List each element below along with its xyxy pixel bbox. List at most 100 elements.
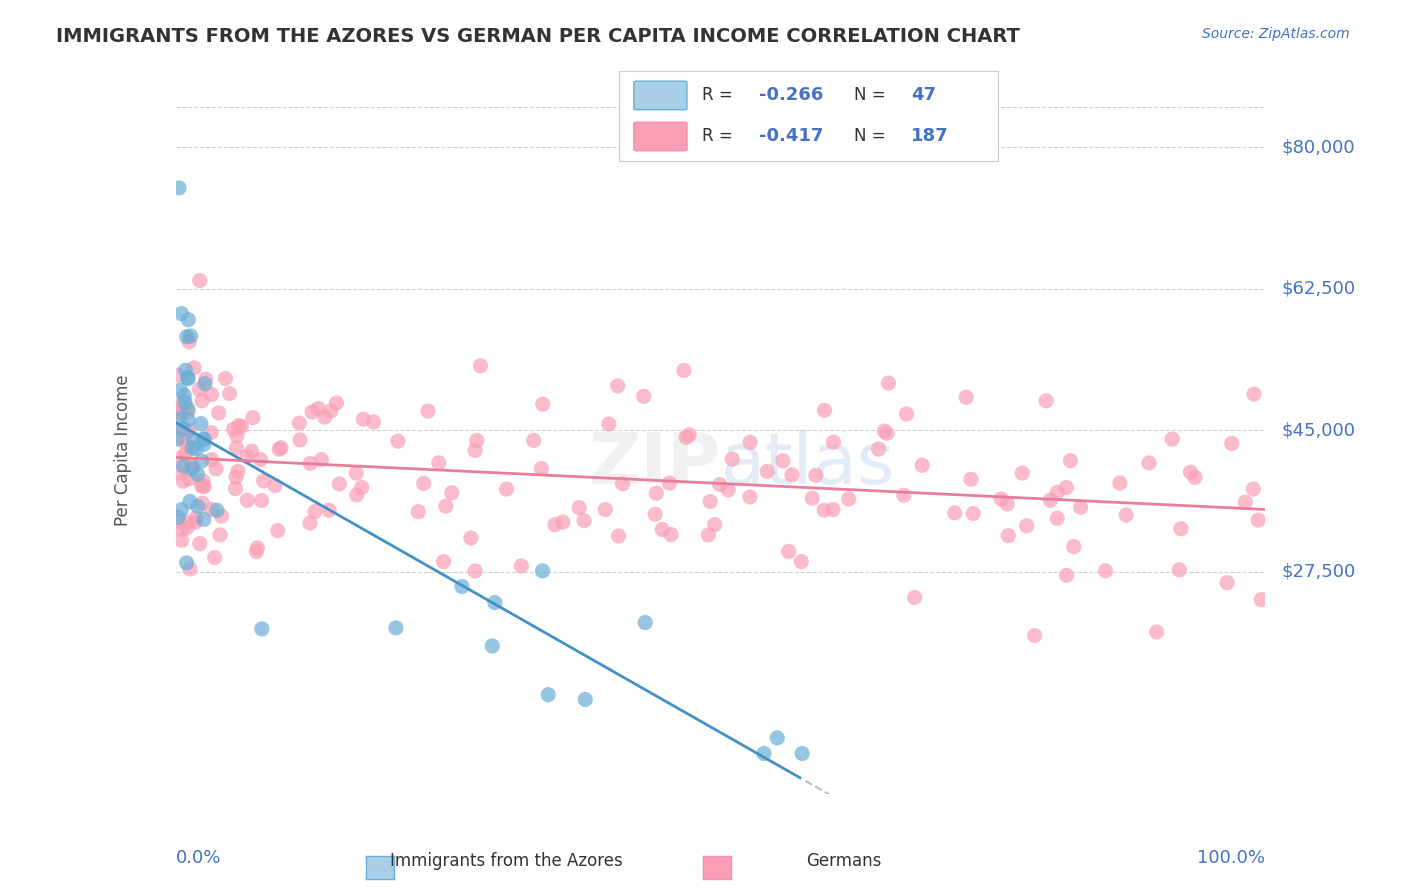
Point — [510, 558, 533, 573]
Point — [1170, 522, 1192, 536]
Point — [1094, 564, 1116, 578]
Point — [177, 424, 200, 438]
Point — [231, 419, 253, 434]
Point — [190, 454, 212, 468]
Point — [523, 434, 546, 448]
Point — [172, 475, 194, 489]
Text: $45,000: $45,000 — [1282, 421, 1355, 439]
Point — [440, 485, 463, 500]
Point — [288, 433, 311, 447]
Point — [756, 464, 779, 478]
Point — [873, 424, 896, 438]
Point — [222, 422, 245, 436]
Point — [250, 622, 273, 636]
Point — [179, 472, 201, 486]
Point — [181, 462, 204, 476]
Point — [236, 449, 259, 463]
Point — [208, 528, 231, 542]
Point — [1059, 453, 1081, 467]
Point — [544, 517, 567, 532]
Point — [169, 406, 191, 420]
Text: N =: N = — [853, 128, 891, 145]
Point — [179, 334, 201, 349]
Text: -0.266: -0.266 — [759, 87, 824, 104]
Point — [187, 500, 209, 514]
Point — [823, 435, 845, 450]
Point — [267, 524, 290, 538]
Point — [270, 441, 292, 455]
Point — [201, 452, 224, 467]
Point — [1137, 456, 1160, 470]
Point — [495, 482, 517, 496]
Point — [1108, 476, 1130, 491]
Point — [1056, 568, 1078, 582]
Point — [166, 510, 188, 524]
Point — [183, 360, 205, 375]
Point — [188, 383, 211, 397]
Text: Immigrants from the Azores: Immigrants from the Azores — [389, 852, 623, 870]
Point — [314, 410, 336, 425]
Point — [166, 432, 188, 446]
Text: Source: ZipAtlas.com: Source: ZipAtlas.com — [1202, 27, 1350, 41]
Point — [659, 527, 682, 541]
Point — [801, 491, 824, 506]
Point — [236, 493, 259, 508]
Point — [1184, 470, 1206, 484]
Point — [191, 393, 214, 408]
Text: 0.0%: 0.0% — [176, 849, 221, 867]
Point — [299, 457, 322, 471]
Point — [465, 434, 488, 448]
Point — [249, 452, 271, 467]
Point — [177, 370, 200, 384]
Point — [464, 564, 486, 578]
Point — [218, 386, 240, 401]
Text: IMMIGRANTS FROM THE AZORES VS GERMAN PER CAPITA INCOME CORRELATION CHART: IMMIGRANTS FROM THE AZORES VS GERMAN PER… — [56, 27, 1021, 45]
Point — [876, 426, 898, 441]
Point — [304, 504, 326, 518]
Point — [204, 550, 226, 565]
Point — [537, 688, 560, 702]
Point — [176, 556, 198, 570]
Point — [738, 490, 761, 504]
Point — [224, 482, 246, 496]
Point — [990, 491, 1012, 506]
Point — [703, 517, 725, 532]
Point — [568, 500, 591, 515]
Point — [434, 499, 457, 513]
Point — [740, 435, 762, 450]
Point — [697, 528, 720, 542]
Point — [699, 494, 721, 508]
Point — [427, 456, 450, 470]
Text: Germans: Germans — [806, 852, 882, 870]
Point — [464, 443, 486, 458]
Point — [813, 503, 835, 517]
Point — [226, 464, 249, 478]
Point — [228, 418, 250, 433]
Point — [634, 615, 657, 630]
Point — [172, 459, 194, 474]
Point — [225, 470, 247, 484]
Point — [1054, 481, 1077, 495]
Point — [1241, 482, 1264, 496]
Point — [193, 512, 215, 526]
Text: -0.417: -0.417 — [759, 128, 824, 145]
Point — [184, 511, 207, 525]
Point — [572, 514, 595, 528]
Point — [530, 461, 553, 475]
Point — [170, 306, 193, 320]
Point — [205, 503, 228, 517]
Point — [174, 395, 197, 409]
Point — [678, 427, 700, 442]
Point — [1161, 432, 1184, 446]
Point — [531, 564, 554, 578]
Point — [960, 472, 983, 486]
Point — [177, 413, 200, 427]
Point — [172, 422, 194, 436]
Point — [325, 396, 347, 410]
Point — [184, 516, 207, 530]
FancyBboxPatch shape — [634, 122, 688, 151]
Point — [214, 371, 236, 385]
Point — [752, 747, 775, 761]
Point — [172, 434, 194, 448]
Point — [995, 497, 1018, 511]
